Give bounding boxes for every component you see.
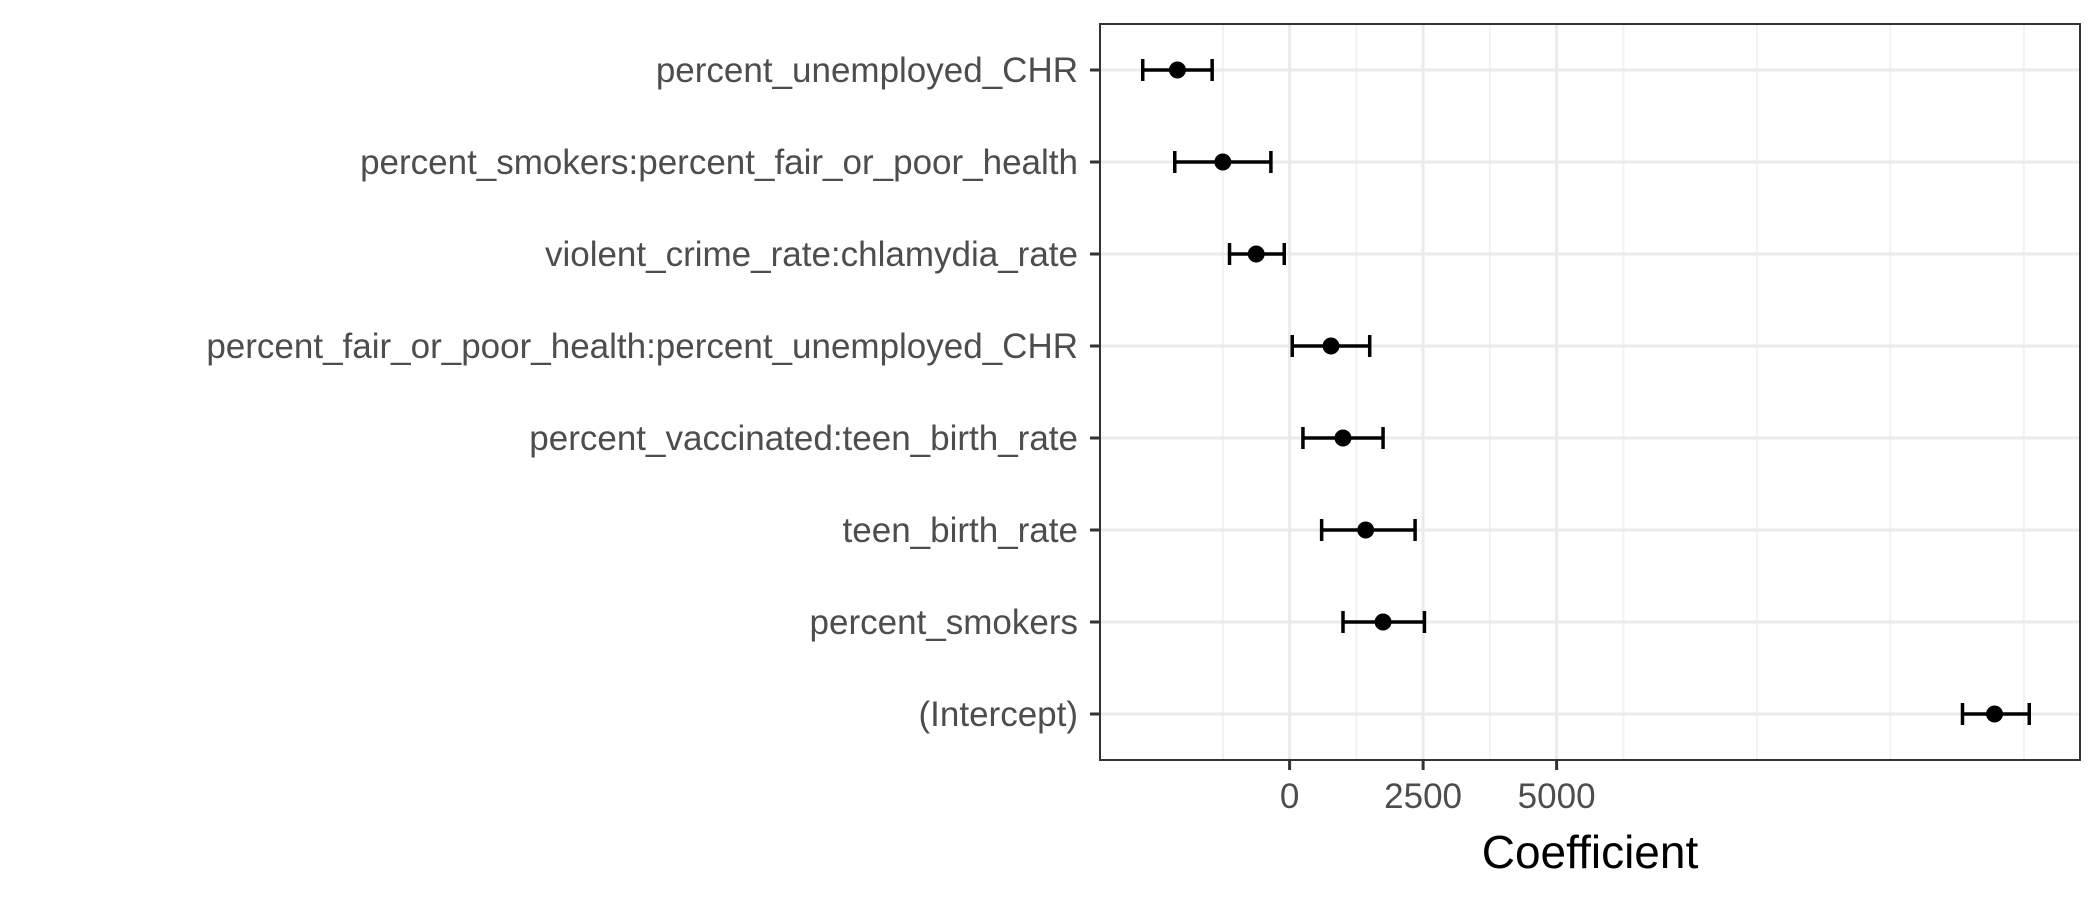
errorbar-row bbox=[1301, 427, 1385, 449]
estimate-point bbox=[1986, 705, 2004, 723]
y-tick-label: percent_vaccinated:teen_birth_rate bbox=[529, 419, 1078, 458]
y-tick-label: teen_birth_rate bbox=[843, 511, 1078, 550]
y-tick-label: percent_smokers:percent_fair_or_poor_hea… bbox=[360, 143, 1078, 182]
errorbar-row bbox=[1960, 703, 2032, 725]
panel-background bbox=[1100, 24, 2080, 760]
y-tick-label: percent_fair_or_poor_health:percent_unem… bbox=[206, 327, 1078, 366]
x-tick-label: 0 bbox=[1280, 777, 1299, 816]
estimate-point bbox=[1374, 613, 1392, 631]
estimate-point bbox=[1247, 245, 1265, 263]
y-tick-label: violent_crime_rate:chlamydia_rate bbox=[545, 235, 1078, 274]
y-tick-label: percent_unemployed_CHR bbox=[656, 51, 1078, 90]
errorbar-row bbox=[1173, 151, 1273, 173]
estimate-point bbox=[1168, 61, 1186, 79]
x-axis-title: Coefficient bbox=[1482, 826, 1699, 878]
errorbar-row bbox=[1140, 59, 1214, 81]
data-marks bbox=[1140, 59, 2032, 725]
estimate-point bbox=[1357, 521, 1375, 539]
errorbar-row bbox=[1290, 335, 1372, 357]
errorbar-row bbox=[1227, 243, 1287, 265]
grid-lines bbox=[1100, 24, 2080, 760]
x-tick-label: 5000 bbox=[1518, 777, 1596, 816]
axes: percent_unemployed_CHR percent_smokers:pe… bbox=[206, 51, 1595, 816]
estimate-point bbox=[1334, 429, 1352, 447]
y-tick-label: percent_smokers bbox=[810, 603, 1078, 642]
estimate-point bbox=[1322, 337, 1340, 355]
estimate-point bbox=[1214, 153, 1232, 171]
errorbar-row bbox=[1319, 519, 1417, 541]
x-tick-label: 2500 bbox=[1384, 777, 1462, 816]
y-tick-label: (Intercept) bbox=[919, 695, 1079, 734]
errorbar-row bbox=[1341, 611, 1427, 633]
panel-border bbox=[1099, 23, 2081, 761]
